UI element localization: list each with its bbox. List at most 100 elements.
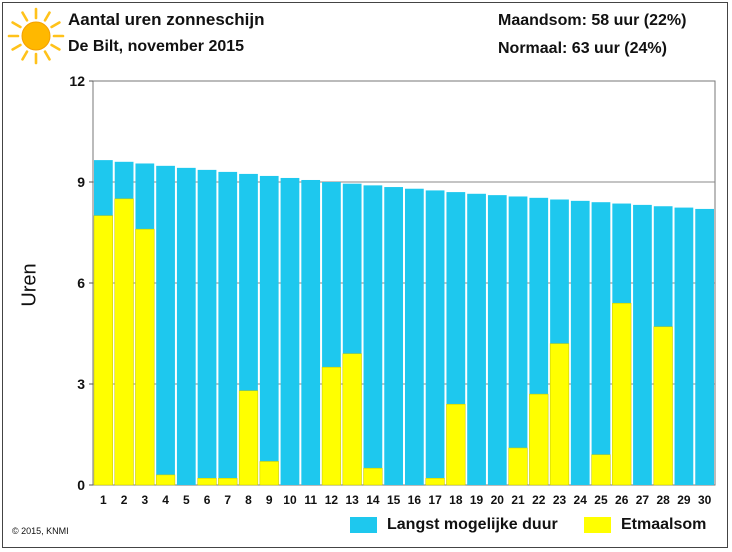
legend-label-daily-sum: Etmaalsom	[621, 516, 707, 533]
bar-daily-sum	[549, 343, 570, 486]
y-tick-label: 9	[77, 174, 85, 190]
bar-daily-sum	[238, 390, 259, 486]
bar-max-duration	[384, 187, 403, 486]
x-tick-label: 27	[636, 493, 650, 507]
bar-daily-sum	[425, 478, 445, 486]
bar-max-duration	[487, 195, 507, 485]
sun-ray	[43, 11, 51, 22]
bar-max-duration	[156, 165, 175, 485]
x-tick-label: 26	[615, 493, 629, 507]
x-tick-label: 3	[141, 493, 148, 507]
sun-ray	[11, 21, 22, 29]
x-tick-label: 11	[304, 493, 317, 507]
bars-daily-sum	[93, 198, 673, 486]
gridlines	[93, 181, 715, 385]
bar-daily-sum	[93, 215, 113, 486]
x-tick-label: 30	[698, 493, 712, 507]
bar-max-duration	[633, 204, 652, 486]
x-tick-label: 13	[345, 493, 359, 507]
x-tick-label: 17	[428, 493, 442, 507]
x-tick-label: 12	[325, 493, 339, 507]
sun-ray	[21, 50, 29, 61]
legend-item-max-duration: Langst mogelijke duur	[350, 516, 558, 534]
x-tick-label: 29	[677, 493, 691, 507]
chart-subtitle: De Bilt, november 2015	[68, 38, 245, 55]
x-tick-label: 15	[387, 493, 401, 507]
legend-item-daily-sum: Etmaalsom	[584, 516, 706, 534]
x-tick-label: 20	[491, 493, 505, 507]
bar-daily-sum	[114, 198, 134, 486]
bar-daily-sum	[612, 302, 632, 486]
legend-swatch-max-duration	[350, 517, 377, 533]
sun-ray	[43, 50, 51, 61]
x-tick-labels: 1 2 3 4 5 6 7 8 9 10 11 12 13 14 15 16 17 18 19 20 21 22 23 24 2…	[100, 493, 712, 507]
x-tick-label: 14	[366, 493, 380, 507]
x-tick-label: 10	[283, 493, 297, 507]
bar-max-duration	[363, 185, 383, 485]
x-tick-label: 25	[594, 493, 608, 507]
bar-daily-sum	[135, 228, 155, 486]
x-tick-label: 16	[408, 493, 422, 507]
bar-max-duration	[259, 175, 279, 485]
bar-daily-sum	[155, 474, 176, 486]
x-tick-label: 19	[470, 493, 484, 507]
sun-disc	[21, 21, 51, 51]
month-total: Maandsom: 58 uur (22%)	[498, 12, 687, 29]
bar-daily-sum	[508, 447, 528, 486]
copyright: © 2015, KNMI	[12, 526, 69, 536]
bar-daily-sum	[197, 478, 217, 486]
bar-daily-sum	[591, 454, 611, 486]
y-tick-label: 0	[77, 477, 85, 493]
sun-ray	[21, 11, 29, 22]
bar-daily-sum	[218, 478, 238, 486]
x-tick-label: 5	[183, 493, 190, 507]
x-tick-label: 7	[224, 493, 231, 507]
y-tick-label: 3	[77, 376, 85, 392]
legend-swatch-daily-sum	[584, 517, 611, 533]
y-tick-labels: 0 3 6 9 12	[69, 73, 93, 493]
bar-daily-sum	[529, 393, 549, 486]
sun-ray	[50, 21, 61, 29]
bar-max-duration	[467, 193, 486, 486]
x-tick-label: 24	[574, 493, 588, 507]
bar-max-duration	[280, 177, 300, 485]
x-tick-label: 6	[204, 493, 211, 507]
x-tick-label: 4	[162, 493, 169, 507]
bar-daily-sum	[653, 326, 673, 486]
legend-label-max-duration: Langst mogelijke duur	[387, 516, 558, 533]
bar-daily-sum	[342, 353, 362, 486]
normal-total: Normaal: 63 uur (24%)	[498, 40, 667, 57]
bar-max-duration	[197, 169, 217, 485]
bar-daily-sum	[363, 467, 383, 486]
bar-max-duration	[176, 167, 196, 486]
sun-ray	[50, 43, 61, 51]
sun-rays	[7, 7, 65, 65]
bar-daily-sum	[321, 366, 342, 486]
sun-ray	[11, 43, 22, 51]
bar-max-duration	[570, 200, 590, 485]
bar-daily-sum	[446, 403, 466, 486]
x-tick-label: 23	[553, 493, 567, 507]
bar-max-duration	[674, 207, 694, 485]
x-tick-label: 21	[511, 493, 525, 507]
bar-max-duration	[695, 208, 714, 485]
sun-icon	[7, 7, 65, 65]
x-tick-label: 2	[121, 493, 128, 507]
y-tick-label: 6	[77, 275, 85, 291]
bar-max-duration	[218, 171, 238, 485]
chart-title: Aantal uren zonneschijn	[68, 10, 265, 29]
bar-max-duration	[301, 179, 321, 486]
x-tick-label: 9	[266, 493, 273, 507]
bar-max-duration	[508, 196, 528, 485]
x-tick-label: 8	[245, 493, 252, 507]
bar-max-duration	[425, 190, 445, 485]
bar-daily-sum	[259, 461, 279, 486]
x-tick-label: 28	[656, 493, 670, 507]
bar-max-duration	[591, 202, 611, 485]
x-tick-label: 1	[100, 493, 107, 507]
bar-max-duration	[405, 188, 424, 485]
x-tick-label: 18	[449, 493, 463, 507]
x-tick-label: 22	[532, 493, 546, 507]
